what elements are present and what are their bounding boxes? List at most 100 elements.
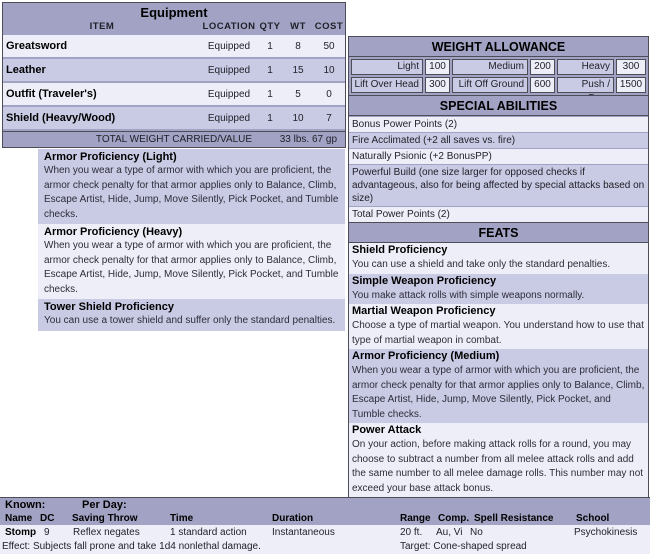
total-weight-label: TOTAL WEIGHT CARRIED/VALUE	[95, 134, 253, 145]
col-header-time: Time	[170, 513, 194, 524]
feat-block: Tower Shield Proficiency You can use a t…	[38, 299, 345, 331]
equipment-title: Equipment	[140, 5, 208, 20]
feat-description: You can use a tower shield and suffer on…	[44, 315, 336, 326]
weight-allowance-grid: Light 100 Medium 200 Heavy 300 Lift Over…	[349, 57, 648, 104]
power-school: Psychokinesis	[574, 527, 638, 538]
power-name: Stomp	[5, 527, 37, 538]
col-header-school: School	[576, 513, 610, 524]
col-header-wt: WT	[290, 21, 306, 32]
item-qty: 1	[267, 88, 273, 100]
weight-allowance-table: WEIGHT ALLOWANCE Light 100 Medium 200 He…	[348, 36, 649, 104]
item-wt: 10	[292, 112, 304, 124]
equipment-row: Shield (Heavy/Wood) Equipped 1 10 7	[3, 107, 345, 129]
feat-description: On your action, before making attack rol…	[352, 439, 644, 494]
item-location: Equipped	[207, 40, 251, 52]
item-location: Equipped	[207, 88, 251, 100]
wa-value-lift-over-head: 300	[425, 77, 450, 93]
col-header-range: Range	[400, 513, 431, 524]
wa-value-lift-off-ground: 600	[530, 77, 555, 93]
item-qty: 1	[267, 40, 273, 52]
feat-block: Armor Proficiency (Heavy) When you wear …	[38, 224, 345, 299]
col-header-location: LOCATION	[202, 21, 256, 32]
col-header-duration: Duration	[272, 513, 314, 524]
item-name: Shield (Heavy/Wood)	[6, 112, 116, 124]
equipment-total-row: TOTAL WEIGHT CARRIED/VALUE 33 lbs. 67 gp	[3, 131, 345, 147]
col-header-spell-resistance: Spell Resistance	[474, 513, 554, 524]
item-wt: 8	[295, 40, 301, 52]
wa-value-heavy: 300	[616, 59, 646, 75]
powers-table: Known: Per Day: Name DC Saving Throw Tim…	[0, 497, 650, 554]
col-header-saving-throw: Saving Throw	[72, 513, 138, 524]
weight-allowance-title: WEIGHT ALLOWANCE	[349, 37, 648, 57]
item-cost: 10	[323, 64, 335, 76]
power-dc: 9	[44, 527, 50, 538]
known-label: Known:	[5, 499, 46, 511]
special-ability-row: Powerful Build (one size larger for oppo…	[349, 165, 648, 206]
feat-description: When you wear a type of armor with which…	[352, 365, 645, 420]
feats-title: FEATS	[349, 223, 648, 243]
equipment-table: Equipment ITEM LOCATION QTY WT COST Grea…	[2, 2, 346, 148]
power-range: 20 ft.	[400, 527, 423, 538]
feat-description: When you wear a type of armor with which…	[44, 165, 339, 220]
left-feats-column: Armor Proficiency (Light) When you wear …	[38, 149, 345, 331]
feat-description: When you wear a type of armor with which…	[44, 240, 339, 295]
item-qty: 1	[267, 112, 273, 124]
power-target: Target: Cone-shaped spread	[400, 541, 527, 552]
special-ability-row: Total Power Points (2)	[349, 207, 648, 222]
power-row: Stomp 9 Reflex negates 1 standard action…	[0, 525, 650, 554]
power-time: 1 standard action	[170, 527, 247, 538]
item-location: Equipped	[207, 64, 251, 76]
total-weight-value: 33 lbs. 67 gp	[279, 134, 337, 145]
feat-title: Armor Proficiency (Light)	[44, 151, 177, 163]
wa-label-push-drag: Push / Drag	[557, 77, 614, 104]
col-header-cost: COST	[314, 21, 344, 32]
feat-title: Simple Weapon Proficiency	[352, 274, 497, 287]
wa-label-lift-off-ground: Lift Off Ground	[452, 77, 528, 93]
power-spell-resistance: No	[470, 527, 483, 538]
power-comp: Au, Vi	[436, 527, 463, 538]
equipment-row: Leather Equipped 1 15 10	[3, 59, 345, 81]
powers-header-band: Known: Per Day: Name DC Saving Throw Tim…	[0, 498, 650, 525]
item-qty: 1	[267, 64, 273, 76]
per-day-label: Per Day:	[82, 499, 127, 511]
item-cost: 0	[326, 88, 332, 100]
feat-title: Martial Weapon Proficiency	[352, 305, 496, 317]
col-header-qty: QTY	[259, 21, 281, 32]
feats-table: FEATS Shield Proficiency You can use a s…	[348, 222, 649, 498]
wa-label-heavy: Heavy	[557, 59, 614, 75]
item-cost: 50	[323, 40, 335, 52]
feat-description: You make attack rolls with simple weapon…	[352, 289, 585, 301]
feat-block: Martial Weapon Proficiency Choose a type…	[349, 304, 648, 349]
feat-block: Armor Proficiency (Medium) When you wear…	[349, 349, 648, 423]
feat-block: Shield Proficiency You can use a shield …	[349, 243, 648, 274]
feat-title: Armor Proficiency (Medium)	[352, 350, 500, 362]
special-ability-row: Bonus Power Points (2)	[349, 117, 648, 132]
feat-description: Choose a type of martial weapon. You und…	[352, 320, 644, 346]
feat-title: Shield Proficiency	[352, 244, 448, 256]
col-header-dc: DC	[40, 513, 55, 524]
equipment-row: Outfit (Traveler's) Equipped 1 5 0	[3, 83, 345, 105]
item-wt: 5	[295, 88, 301, 100]
special-ability-row: Fire Acclimated (+2 all saves vs. fire)	[349, 133, 648, 148]
feat-title: Tower Shield Proficiency	[44, 301, 174, 313]
wa-value-light: 100	[425, 59, 450, 75]
feat-block: Armor Proficiency (Light) When you wear …	[38, 149, 345, 224]
feat-block: Power Attack On your action, before maki…	[349, 423, 648, 497]
item-cost: 7	[326, 112, 332, 124]
item-name: Outfit (Traveler's)	[6, 88, 97, 100]
wa-value-push-drag: 1500	[616, 77, 646, 93]
equipment-header-row: ITEM LOCATION QTY WT COST	[3, 21, 345, 35]
item-name: Leather	[6, 64, 46, 76]
feat-description: You can use a shield and take only the s…	[352, 259, 611, 270]
special-abilities-title: SPECIAL ABILITIES	[349, 96, 648, 116]
wa-label-light: Light	[351, 59, 423, 75]
col-header-name: Name	[5, 513, 33, 524]
col-header-item: ITEM	[89, 21, 115, 32]
item-location: Equipped	[207, 112, 251, 124]
wa-label-medium: Medium	[452, 59, 528, 75]
feat-title: Power Attack	[352, 424, 422, 436]
power-saving-throw: Reflex negates	[73, 527, 140, 538]
special-abilities-table: SPECIAL ABILITIES Bonus Power Points (2)…	[348, 95, 649, 223]
equipment-row: Greatsword Equipped 1 8 50	[3, 35, 345, 57]
